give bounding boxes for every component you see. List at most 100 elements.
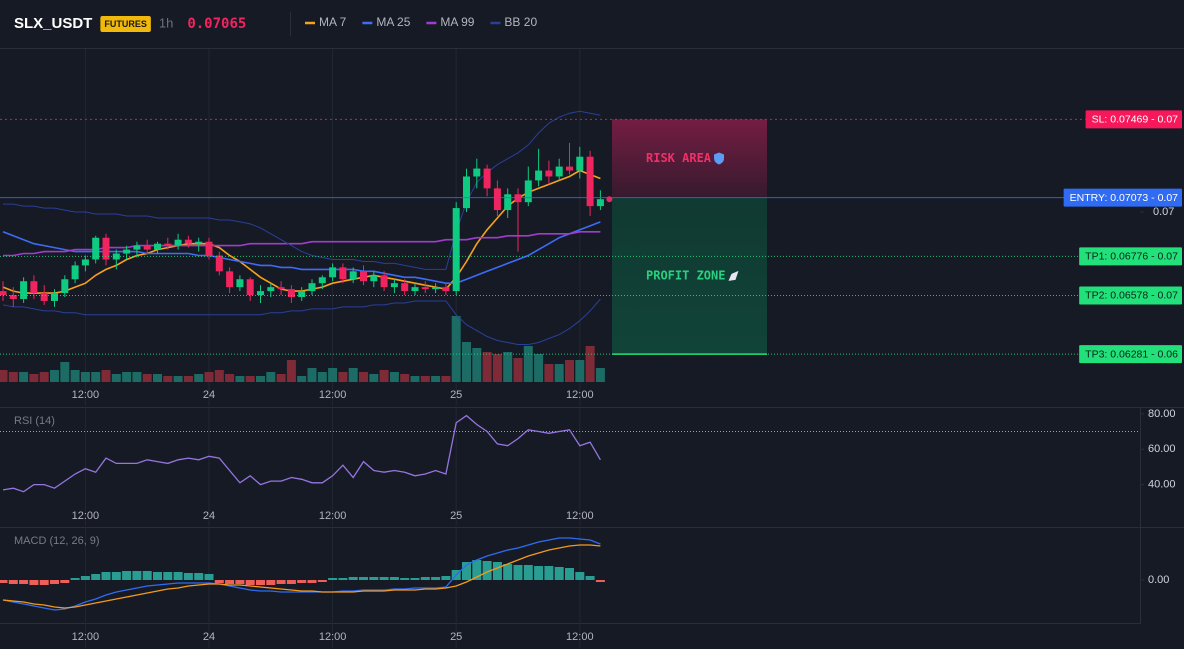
candle-body	[298, 291, 306, 298]
candle-body	[411, 287, 419, 292]
volume-bar	[389, 372, 399, 382]
y-tick-label: 40.00	[1148, 479, 1176, 491]
histogram-bar	[595, 580, 605, 582]
histogram-bar	[544, 566, 554, 580]
candle-body	[463, 176, 470, 209]
volume-bar	[29, 374, 39, 382]
symbol: SLX_USDT	[14, 15, 92, 32]
zone	[612, 119, 767, 198]
histogram-bar	[307, 580, 317, 583]
histogram-bar	[575, 572, 585, 580]
volume-bar	[348, 368, 358, 382]
volume-bar	[225, 374, 235, 382]
volume-bar	[575, 360, 585, 382]
histogram-bar	[565, 568, 574, 580]
candle-body	[586, 156, 594, 207]
volume-bar	[101, 370, 111, 382]
candle-body	[504, 194, 512, 211]
bb-line	[3, 110, 601, 270]
volume-bar	[8, 372, 18, 382]
histogram-bar	[50, 580, 59, 584]
candle-body	[339, 267, 347, 280]
histogram-bar	[286, 580, 296, 584]
x-tick-label: 12:00	[72, 389, 100, 401]
level-label: SL: 0.07469 - 0.07	[1092, 114, 1179, 126]
volume-bar	[338, 372, 348, 382]
pane-title: MACD (12, 26, 9)	[14, 535, 100, 547]
histogram-bar	[29, 580, 39, 585]
candle-body	[483, 168, 491, 189]
candle-body	[215, 255, 223, 272]
candle-body	[360, 271, 367, 282]
histogram-bar	[472, 560, 482, 580]
histogram-bar	[0, 580, 8, 583]
histogram-bar	[163, 572, 173, 580]
level-label-box	[1079, 286, 1182, 305]
volume-bar	[173, 376, 183, 382]
volume-bar	[523, 346, 533, 382]
histogram-bar	[297, 580, 307, 583]
histogram-bar	[348, 577, 358, 580]
candle-body	[226, 271, 234, 288]
candle-body	[514, 194, 522, 203]
volume-bar	[513, 358, 523, 382]
histogram-bar	[400, 578, 410, 580]
volume-bar	[307, 368, 317, 382]
volume-bar	[431, 376, 441, 382]
volume-bar	[379, 370, 389, 382]
histogram-bar	[359, 577, 368, 580]
candle-body	[143, 245, 151, 250]
volume-bar	[60, 362, 70, 382]
volume-bar	[297, 376, 307, 382]
histogram-bar	[70, 578, 80, 580]
level-label-box	[1079, 345, 1182, 364]
volume-bar	[235, 376, 245, 382]
last-price-dot	[606, 196, 613, 203]
candle-body	[287, 289, 295, 298]
candle-body	[40, 293, 48, 301]
histogram-bar	[462, 562, 471, 580]
histogram-bar	[266, 580, 276, 585]
volume-bar	[214, 370, 224, 382]
candle-body	[9, 295, 17, 299]
candle-body	[257, 291, 264, 296]
legend-label: MA 7	[319, 15, 347, 29]
candle-body	[380, 275, 388, 288]
volume-bar	[451, 316, 461, 382]
x-tick-label: 24	[203, 389, 215, 401]
volume-bar	[503, 352, 513, 382]
x-tick-label: 24	[203, 510, 215, 522]
candle-body	[133, 245, 141, 250]
histogram-bar	[328, 578, 338, 580]
candle-body	[473, 168, 481, 177]
candle-body	[81, 259, 89, 266]
candle-body	[576, 156, 584, 171]
level-label: TP2: 0.06578 - 0.07	[1085, 290, 1178, 302]
candle-body	[164, 243, 172, 246]
x-tick-label: 12:00	[319, 631, 347, 643]
legend-label: MA 25	[376, 15, 410, 29]
candle-body	[370, 275, 378, 282]
candle-body	[184, 239, 192, 244]
y-tick-label: 60.00	[1148, 443, 1176, 455]
histogram-bar	[492, 562, 502, 580]
candle-body	[92, 237, 100, 260]
zone	[612, 197, 767, 355]
y-tick-label: 0.00	[1148, 574, 1169, 586]
candle-body	[205, 241, 213, 256]
histogram-bar	[91, 574, 101, 580]
volume-bar	[369, 374, 379, 382]
volume-bar	[286, 360, 296, 382]
x-tick-label: 12:00	[72, 510, 100, 522]
last-price: 0.07065	[187, 16, 246, 32]
zone-label: RISK AREA	[646, 151, 712, 165]
candle-body	[442, 287, 450, 292]
volume-bar	[245, 376, 255, 382]
volume-bar	[142, 374, 152, 382]
front-layer: 12:00 24 12:00 25 12:00 RISK AREA PROFIT ZONE S…	[0, 15, 1182, 643]
histogram-bar	[431, 577, 441, 580]
histogram-bar	[214, 580, 224, 583]
histogram-bar	[245, 580, 255, 585]
back-layer	[0, 49, 767, 648]
